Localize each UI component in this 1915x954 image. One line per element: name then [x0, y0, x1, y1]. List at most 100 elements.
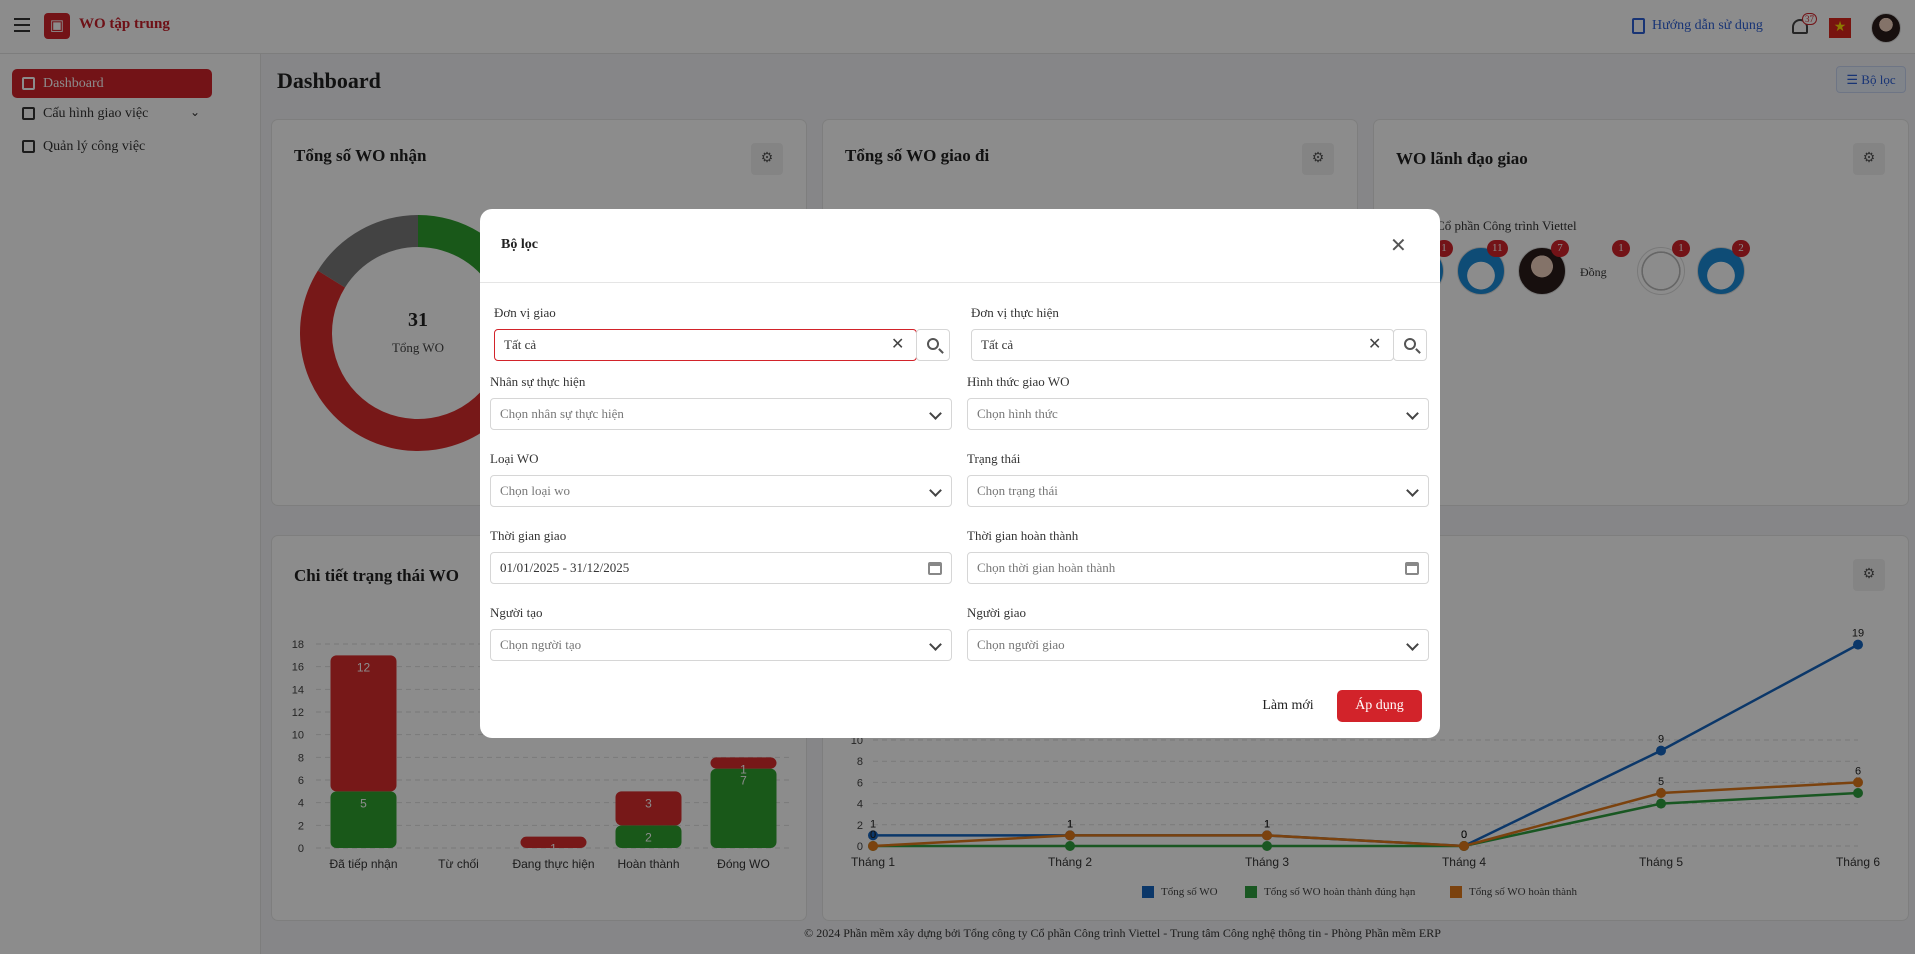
filter-icon: ☰ — [1846, 72, 1859, 87]
loai-wo-select[interactable]: Chọn loại wo — [490, 475, 952, 507]
donut-total-value: 31 — [408, 309, 428, 331]
reset-button[interactable]: Làm mới — [1262, 698, 1314, 713]
data-label: 19 — [1852, 628, 1864, 640]
apply-button[interactable]: Áp dụng — [1337, 690, 1422, 722]
settings-icon[interactable]: ⚙ — [1853, 559, 1885, 591]
menu-icon[interactable] — [14, 18, 30, 32]
sidebar-item-config[interactable]: Cấu hình giao việc ⌄ — [12, 99, 212, 128]
help-label: Hướng dẫn sử dụng — [1652, 18, 1763, 33]
field-value: Tất cả — [981, 337, 1014, 352]
nhan-su-select[interactable]: Chọn nhân sự thực hiện — [490, 398, 952, 430]
user-avatar[interactable] — [1871, 13, 1901, 43]
chevron-down-icon[interactable]: ⌄ — [189, 105, 200, 119]
data-point — [1262, 830, 1272, 841]
x-tick-label: Đóng WO — [717, 857, 770, 871]
settings-icon[interactable]: ⚙ — [1302, 143, 1334, 175]
hinh-thuc-select[interactable]: Chọn hình thức — [967, 398, 1429, 430]
leader-badge: 1 — [1612, 240, 1630, 257]
leader-badge: 2 — [1732, 240, 1750, 257]
legend-item[interactable]: Tổng số WO hoàn thành — [1450, 886, 1577, 898]
legend-item[interactable]: Tổng số WO hoàn thành đúng hạn — [1245, 886, 1415, 898]
data-point — [1065, 830, 1075, 841]
close-icon[interactable]: ✕ — [1390, 235, 1407, 257]
x-tick-label: Tháng 1 — [851, 855, 895, 869]
data-label: 1 — [1264, 818, 1270, 830]
legend-swatch — [1450, 886, 1462, 898]
data-label: 9 — [1658, 734, 1664, 746]
don-vi-giao-input[interactable]: Tất cả ✕ — [494, 329, 917, 361]
y-tick-label: 2 — [857, 820, 863, 832]
y-tick-label: 0 — [857, 841, 863, 853]
nguoi-giao-select[interactable]: Chọn người giao — [967, 629, 1429, 661]
thoi-gian-hoan-thanh-picker[interactable]: Chọn thời gian hoàn thành — [967, 552, 1429, 584]
notification-badge: 37 — [1802, 13, 1817, 25]
donut-slice — [299, 270, 512, 452]
app-title: WO tập trung — [79, 16, 170, 32]
nguoi-tao-select[interactable]: Chọn người tạo — [490, 629, 952, 661]
search-button[interactable] — [916, 329, 950, 361]
field-value: 01/01/2025 - 31/12/2025 — [500, 560, 630, 575]
help-link[interactable]: Hướng dẫn sử dụng — [1632, 18, 1763, 34]
data-label: 5 — [1658, 776, 1664, 788]
y-tick-label: 18 — [292, 639, 304, 651]
chevron-down-icon — [1406, 638, 1419, 651]
data-point — [1065, 841, 1075, 851]
bar-value-label: 1 — [550, 842, 557, 856]
y-tick-label: 4 — [298, 798, 304, 810]
trang-thai-select[interactable]: Chọn trạng thái — [967, 475, 1429, 507]
field-label: Đơn vị giao — [494, 305, 556, 320]
y-tick-label: 4 — [857, 799, 863, 811]
data-label: 0 — [1461, 829, 1467, 841]
config-icon — [22, 107, 35, 120]
card-leader: WO lãnh đạo giao ⚙ — [1373, 119, 1909, 506]
filter-button[interactable]: ☰ Bộ lọc — [1836, 66, 1906, 93]
search-button[interactable] — [1393, 329, 1427, 361]
modal-header: Bộ lọc ✕ — [480, 209, 1440, 283]
y-tick-label: 6 — [857, 777, 863, 789]
bar-value-label: 2 — [645, 830, 652, 844]
sidebar-item-dashboard[interactable]: Dashboard — [12, 69, 212, 98]
y-tick-label: 6 — [298, 775, 304, 787]
card-title: Tổng số WO giao đi — [845, 146, 990, 165]
data-point — [1656, 745, 1666, 756]
field-label: Nhân sự thực hiện — [490, 374, 586, 389]
clear-icon[interactable]: ✕ — [1368, 336, 1382, 353]
data-label: 0 — [1461, 829, 1467, 841]
bar-value-label: 12 — [357, 660, 371, 674]
x-tick-label: Đã tiếp nhận — [329, 857, 397, 871]
donut-total-label: Tổng WO — [391, 340, 445, 355]
bell-icon[interactable] — [1790, 17, 1810, 37]
card-title: WO lãnh đạo giao — [1396, 149, 1528, 168]
card-title: Tổng số WO nhận — [294, 146, 427, 165]
vietnam-flag-icon[interactable]: ★ — [1829, 18, 1851, 38]
leader-avatar-alt: Đồng — [1580, 265, 1607, 279]
legend-label: Tổng số WO — [1161, 886, 1218, 898]
x-tick-label: Tháng 3 — [1245, 855, 1289, 869]
chevron-down-icon — [929, 407, 942, 420]
x-tick-label: Tháng 6 — [1836, 855, 1880, 869]
leader-avatar[interactable] — [1697, 247, 1745, 295]
app-logo: ▣ — [44, 13, 70, 39]
bar — [615, 791, 682, 826]
legend-item[interactable]: Tổng số WO — [1142, 886, 1218, 898]
data-point — [1853, 777, 1863, 788]
settings-icon[interactable]: ⚙ — [751, 143, 783, 175]
don-vi-thuc-hien-input[interactable]: Tất cả ✕ — [971, 329, 1394, 361]
field-placeholder: Chọn nhân sự thực hiện — [500, 406, 624, 421]
bar-value-label: 1 — [740, 762, 747, 776]
bar — [520, 836, 587, 848]
settings-icon[interactable]: ⚙ — [1853, 143, 1885, 175]
thoi-gian-giao-picker[interactable]: 01/01/2025 - 31/12/2025 — [490, 552, 952, 584]
field-placeholder: Chọn trạng thái — [977, 483, 1058, 498]
data-point — [868, 841, 878, 851]
sidebar-item-work-management[interactable]: Quản lý công việc — [12, 132, 212, 161]
data-point — [1656, 798, 1666, 809]
field-label: Hình thức giao WO — [967, 374, 1070, 389]
clear-icon[interactable]: ✕ — [891, 336, 905, 353]
chevron-down-icon — [1406, 484, 1419, 497]
briefcase-icon — [22, 140, 35, 153]
bar-value-label: 3 — [645, 796, 652, 810]
legend-label: Tổng số WO hoàn thành đúng hạn — [1264, 886, 1416, 898]
data-point — [1459, 841, 1469, 851]
